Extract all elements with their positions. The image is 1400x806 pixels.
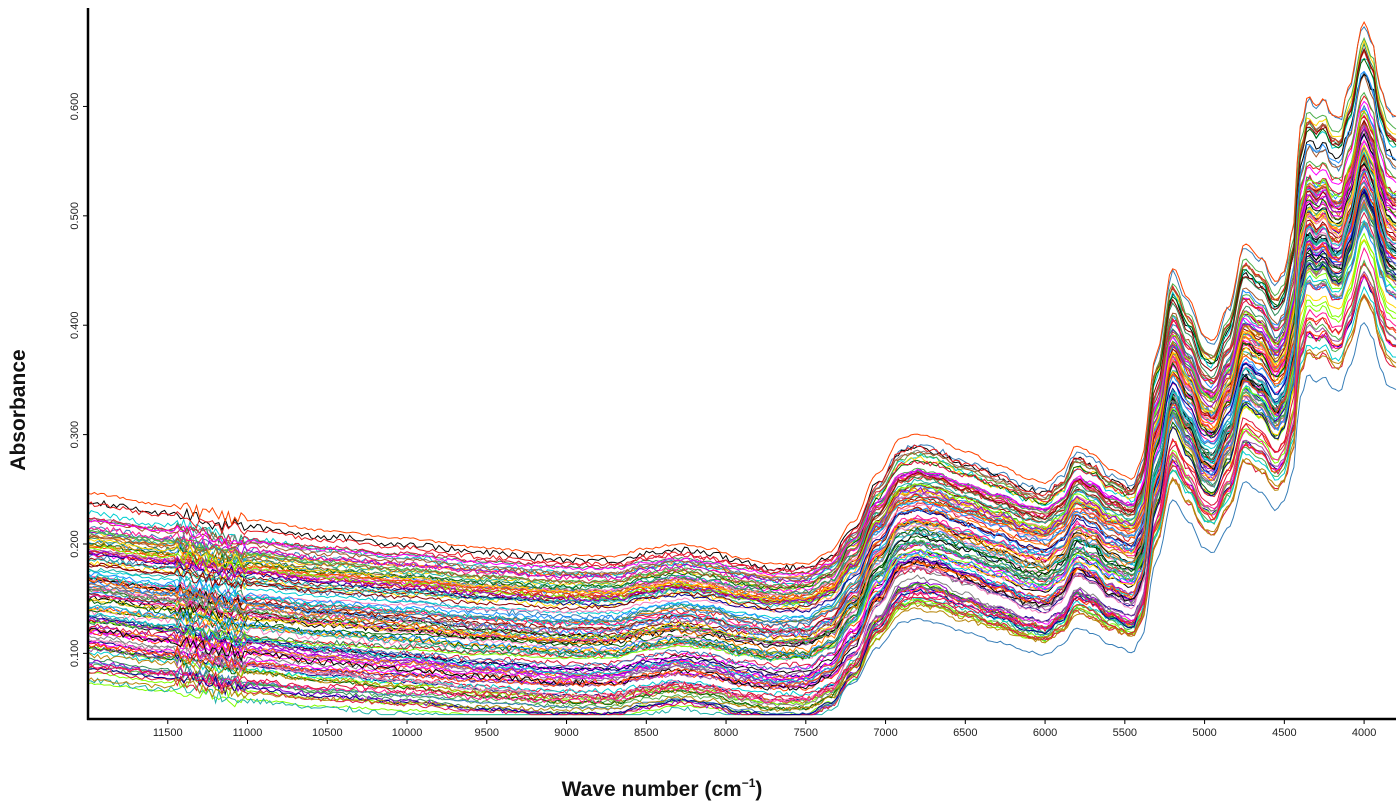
x-tick-label: 9500 xyxy=(475,727,499,739)
spectrum-line xyxy=(87,189,1397,716)
spectrum-line xyxy=(87,167,1397,685)
spectrum-line xyxy=(87,187,1397,678)
spectrum-line xyxy=(87,122,1397,589)
x-tick-label: 7000 xyxy=(873,727,897,739)
spectrum-line xyxy=(87,170,1397,663)
spectrum-line xyxy=(87,293,1397,713)
x-tick-label: 8000 xyxy=(714,727,738,739)
x-tick-label: 7500 xyxy=(794,727,818,739)
spectrum-line xyxy=(87,171,1397,688)
spectrum-line xyxy=(87,192,1397,614)
spectrum-line xyxy=(87,116,1397,573)
spectrum-line xyxy=(87,153,1397,600)
spectrum-line xyxy=(87,151,1397,683)
spectrum-line xyxy=(87,270,1397,690)
series-layer xyxy=(87,21,1397,716)
spectrum-line xyxy=(87,49,1397,575)
x-axis-title-sup: −1 xyxy=(742,776,756,790)
spectrum-line xyxy=(87,73,1397,572)
x-tick-label: 5500 xyxy=(1113,727,1137,739)
spectrum-line xyxy=(87,211,1397,716)
spectrum-line xyxy=(87,42,1397,624)
spectrum-line xyxy=(87,109,1397,654)
x-axis-title: Wave number (cm−1) xyxy=(562,776,763,801)
x-tick-label: 6000 xyxy=(1033,727,1057,739)
spectrum-line xyxy=(87,50,1397,583)
x-tick-label: 5000 xyxy=(1192,727,1216,739)
x-tick-label: 6500 xyxy=(953,727,977,739)
y-ticks: 0.100 0.200 0.300 0.400 0.500 0.600 xyxy=(69,93,88,667)
spectrum-line xyxy=(87,202,1397,625)
x-axis-title-suffix: ) xyxy=(755,778,762,801)
spectrum-line xyxy=(87,204,1397,661)
spectrum-line xyxy=(87,110,1397,605)
spectrum-line xyxy=(87,274,1397,701)
x-tick-label: 4000 xyxy=(1352,727,1376,739)
spectrum-line xyxy=(87,91,1397,591)
spectrum-line xyxy=(87,144,1397,602)
spectrum-line xyxy=(87,206,1397,637)
spectrum-line xyxy=(87,95,1397,602)
spectrum-line xyxy=(87,146,1397,716)
spectrum-line xyxy=(87,21,1397,566)
spectrum-line xyxy=(87,122,1397,645)
y-axis-title: Absorbance xyxy=(7,349,30,470)
spectrum-line xyxy=(87,185,1397,601)
spectrum-line xyxy=(87,57,1397,591)
y-tick-label: 0.200 xyxy=(69,530,81,558)
x-axis-title-main: Wave number (cm xyxy=(562,778,742,801)
y-tick-label: 0.600 xyxy=(69,93,81,121)
spectrum-line xyxy=(87,126,1397,605)
spectrum-line xyxy=(87,295,1397,705)
x-tick-label: 10000 xyxy=(392,727,423,739)
spectrum-line xyxy=(87,193,1397,657)
spectrum-line xyxy=(87,119,1397,603)
spectrum-line xyxy=(87,48,1397,580)
spectrum-line xyxy=(87,73,1397,599)
x-tick-label: 11000 xyxy=(233,727,263,739)
y-tick-label: 0.400 xyxy=(69,311,81,339)
y-tick-label: 0.500 xyxy=(69,202,81,230)
spectrum-line xyxy=(87,143,1397,608)
spectrum-line xyxy=(87,110,1397,596)
spectrum-line xyxy=(87,25,1397,582)
x-ticks: 11500 11000 10500 10000 9500 9000 8500 8000 7500… xyxy=(153,719,1376,739)
x-tick-label: 4500 xyxy=(1272,727,1296,739)
x-tick-label: 11500 xyxy=(153,727,183,739)
spectrum-line xyxy=(87,128,1397,606)
x-tick-label: 8500 xyxy=(634,727,658,739)
x-tick-label: 9000 xyxy=(554,727,578,739)
x-tick-label: 10500 xyxy=(312,727,343,739)
spectrum-line xyxy=(87,140,1397,577)
spectrum-line xyxy=(87,47,1397,611)
y-tick-label: 0.100 xyxy=(69,640,81,668)
spectrum-line xyxy=(87,153,1397,640)
spectrum-line xyxy=(87,166,1397,614)
spectrum-line xyxy=(87,285,1397,698)
spectrum-line xyxy=(87,246,1397,704)
spectrum-line xyxy=(87,264,1397,668)
y-tick-label: 0.300 xyxy=(69,421,81,449)
spectrum-line xyxy=(87,172,1397,709)
